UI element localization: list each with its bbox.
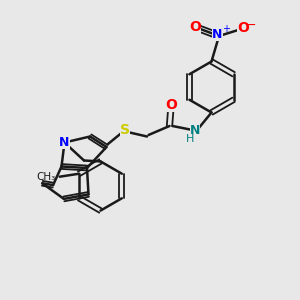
Text: CH₃: CH₃: [37, 172, 56, 182]
Text: N: N: [212, 28, 223, 41]
Text: O: O: [189, 20, 201, 34]
Text: S: S: [119, 124, 130, 137]
Text: N: N: [190, 124, 200, 137]
Text: H: H: [185, 134, 194, 144]
Text: +: +: [223, 23, 230, 34]
Text: O: O: [165, 98, 177, 112]
Text: −: −: [245, 19, 256, 32]
Text: O: O: [237, 22, 249, 35]
Text: N: N: [59, 136, 70, 149]
